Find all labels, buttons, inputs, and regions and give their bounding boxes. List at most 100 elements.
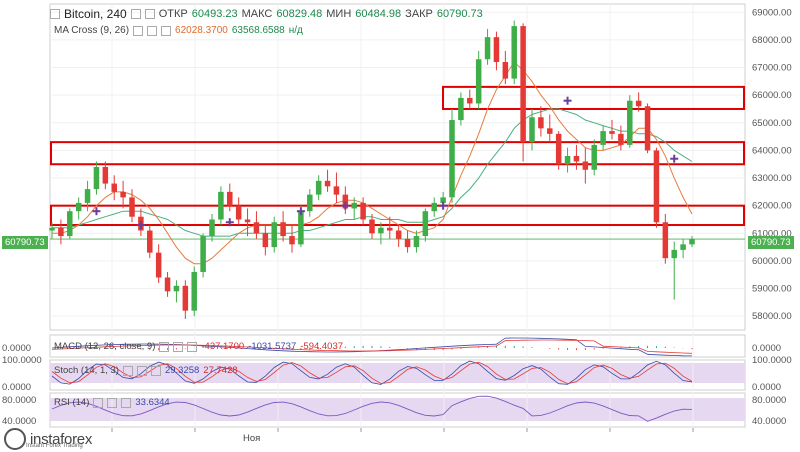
candle-body	[227, 191, 233, 206]
close-icon[interactable]	[187, 341, 198, 352]
eye-icon[interactable]	[93, 397, 104, 408]
y-tick-label: 58000.00	[752, 311, 792, 322]
candle-body	[253, 222, 260, 234]
logo-name: instaforex	[30, 430, 93, 448]
candle-body	[609, 131, 615, 134]
open-value: 60493.23	[191, 8, 238, 20]
candle-body	[182, 285, 189, 311]
stoch-label: Stoch (14, 1, 3)	[54, 365, 119, 376]
candle-body	[547, 128, 553, 134]
symbol-label: Bitcoin, 240	[64, 7, 127, 21]
candle-body	[173, 285, 180, 292]
candle-body	[653, 150, 660, 223]
candle-body	[75, 202, 82, 212]
candle-body	[555, 133, 562, 165]
candle-body	[298, 211, 304, 245]
candle-body	[395, 230, 402, 239]
candle-body	[475, 59, 482, 104]
stoch-tick-label: 0.0000	[752, 382, 781, 393]
y-tick-label: 60000.00	[752, 256, 792, 267]
candle-body	[155, 252, 162, 278]
y-tick-label: 66000.00	[752, 90, 792, 101]
candle-body	[164, 277, 171, 292]
candle-body	[360, 202, 366, 220]
candle-body	[644, 106, 651, 151]
candle-body	[671, 249, 677, 259]
candle-body	[404, 238, 411, 248]
settings-icon[interactable]	[173, 341, 184, 352]
low-value: 60484.98	[355, 8, 402, 20]
y-tick-label: 65000.00	[752, 118, 792, 129]
rsi-tick-label-left: 40.0000	[2, 416, 36, 427]
ma-cross-header: MA Cross (9, 26) 62028.3700 63568.6588 н…	[54, 25, 303, 36]
candle-body	[582, 161, 589, 170]
candle-body	[315, 180, 322, 195]
macd-value-2: -1031.5737	[248, 341, 297, 352]
ma-cross-label: MA Cross (9, 26)	[54, 25, 130, 36]
candle-body	[218, 191, 224, 220]
candle-body	[440, 197, 446, 203]
logo-mark-icon	[4, 428, 26, 450]
candle-body	[458, 97, 464, 121]
close-icon[interactable]	[121, 397, 132, 408]
candle-body	[484, 37, 491, 60]
candle-body	[235, 205, 242, 220]
stoch-value-1: 29.3258	[164, 365, 200, 376]
x-tick-label: Ноя	[243, 433, 260, 444]
close-value: 60790.73	[436, 8, 483, 20]
candle-body	[120, 191, 126, 198]
candle-body	[635, 100, 642, 107]
resistance-zone	[50, 141, 745, 166]
close-icon[interactable]	[150, 365, 161, 376]
stoch-tick-label-left: 0.0000	[2, 382, 31, 393]
y-tick-label: 62000.00	[752, 201, 792, 212]
close-label: ЗАКР	[405, 8, 433, 20]
candle-body	[378, 227, 384, 234]
candle-body	[84, 189, 91, 203]
last-price-left: 60790.73	[2, 236, 48, 249]
candle-body	[129, 197, 135, 217]
candle-body	[600, 131, 606, 145]
ma-na-value: н/д	[288, 25, 303, 36]
candle-body	[662, 222, 669, 259]
close-icon[interactable]	[161, 25, 172, 36]
candle-body	[324, 180, 331, 187]
settings-box-icon[interactable]	[144, 9, 155, 19]
eye-icon[interactable]	[159, 341, 170, 352]
candle-body	[627, 100, 633, 145]
candle-body	[511, 26, 517, 79]
macd-value-3: -594.4037	[300, 341, 344, 352]
macd-header: MACD (12, 26, close, 9) -437.1700 -1031.…	[54, 341, 343, 352]
candle-body	[680, 244, 686, 250]
ma-slow-value: 63568.6588	[231, 25, 285, 36]
candle-body	[422, 211, 429, 237]
settings-box-icon[interactable]	[130, 9, 141, 19]
settings-icon[interactable]	[107, 397, 118, 408]
rsi-tick-label: 40.0000	[752, 416, 786, 427]
candle-body	[111, 183, 117, 192]
high-label: МАКС	[241, 8, 273, 20]
collapse-icon[interactable]	[50, 9, 60, 19]
macd-label: MACD (12, 26, close, 9)	[54, 341, 156, 352]
candle-body	[467, 97, 473, 104]
candle-body	[351, 202, 357, 209]
rsi-tick-label: 80.0000	[752, 395, 786, 406]
rsi-value: 33.6344	[135, 397, 170, 408]
candle-body	[93, 167, 100, 190]
macd-tick-label-left: 0.0000	[2, 343, 31, 354]
macd-tick-label: 0.0000	[752, 343, 781, 354]
y-tick-label: 68000.00	[752, 35, 792, 46]
settings-icon[interactable]	[147, 25, 158, 36]
eye-icon[interactable]	[133, 25, 144, 36]
stoch-value-2: 27.7428	[203, 365, 238, 376]
macd-signal-line	[51, 339, 693, 354]
last-price-right: 60790.73	[748, 236, 794, 249]
macd-value-1: -437.1700	[201, 341, 245, 352]
eye-icon[interactable]	[122, 365, 133, 376]
candle-body	[493, 37, 500, 63]
stoch-tick-label-left: 100.0000	[2, 355, 42, 366]
candle-body	[244, 219, 251, 223]
candle-body	[147, 230, 153, 253]
candle-body	[280, 222, 286, 237]
settings-icon[interactable]	[136, 365, 147, 376]
